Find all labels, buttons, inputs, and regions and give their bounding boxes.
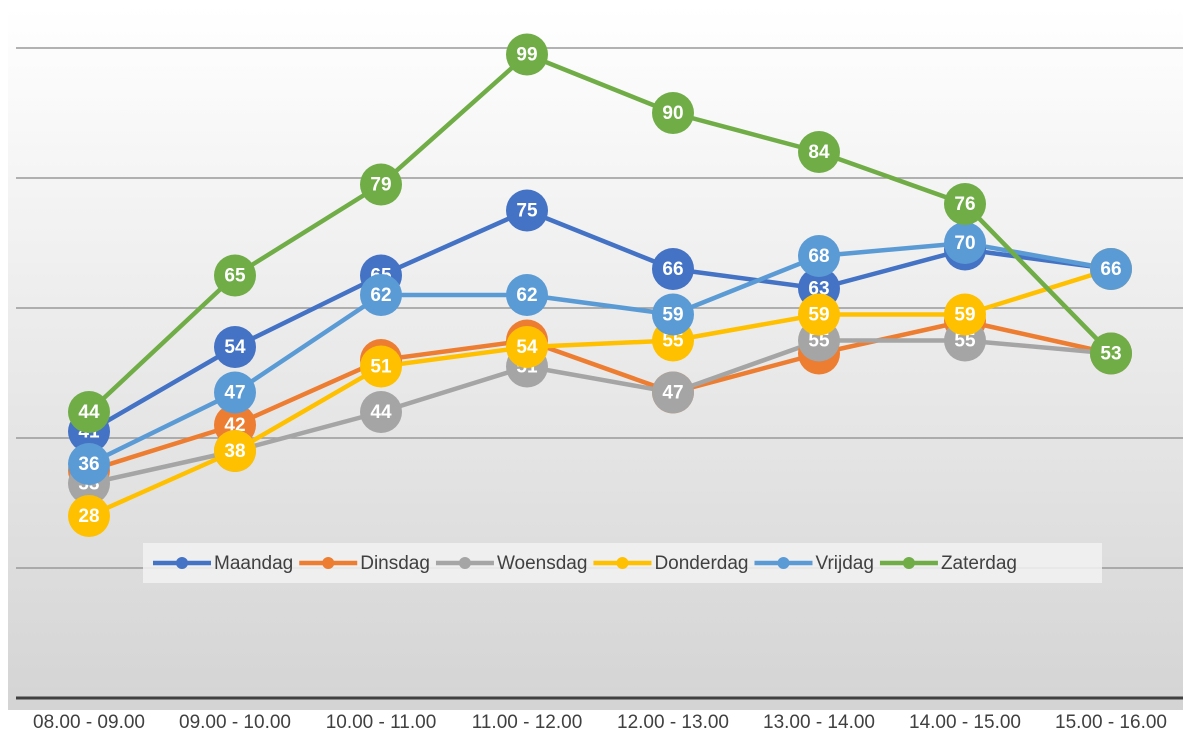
data-label: 38 — [224, 441, 245, 462]
legend-label: Zaterdag — [941, 553, 1017, 574]
data-point — [1090, 332, 1132, 375]
data-label: 66 — [1100, 259, 1121, 280]
series-line — [87, 208, 1112, 434]
legend-label: Vrijdag — [815, 553, 873, 574]
legend-marker — [616, 557, 629, 569]
plot-background — [8, 8, 1183, 710]
data-point — [68, 391, 110, 433]
legend-label: Woensdag — [497, 553, 588, 574]
data-point — [360, 274, 402, 316]
series-line — [88, 266, 1112, 519]
data-label: 55 — [808, 331, 830, 352]
legend-marker — [902, 557, 915, 569]
data-label: 51 — [370, 357, 392, 378]
x-tick-label: 15.00 - 16.00 — [1055, 712, 1167, 733]
x-tick-label: 14.00 - 15.00 — [909, 712, 1021, 733]
data-point — [214, 430, 256, 472]
x-tick-label: 11.00 - 12.00 — [472, 712, 583, 733]
legend-marker — [458, 557, 471, 569]
data-label: 75 — [516, 201, 538, 222]
data-point — [506, 33, 548, 76]
data-point — [652, 92, 694, 134]
x-tick-label: 09.00 - 10.00 — [179, 712, 291, 733]
legend-marker — [176, 557, 188, 569]
data-label: 68 — [808, 246, 829, 267]
data-label: 79 — [370, 175, 391, 196]
data-point — [214, 371, 256, 414]
legend: Maandag Dinsdag Woensdag Donderdag Vrijdag Za… — [143, 543, 1102, 583]
series-line — [87, 52, 1113, 414]
data-label: 62 — [370, 285, 391, 306]
x-tick-label: 12.00 - 13.00 — [617, 712, 729, 733]
data-label: 54 — [224, 337, 246, 358]
data-point — [798, 131, 840, 173]
data-point — [798, 235, 840, 277]
data-label: 47 — [662, 383, 683, 404]
data-label: 90 — [662, 103, 683, 124]
data-point — [652, 371, 694, 414]
data-label: 70 — [954, 233, 975, 254]
data-label: 65 — [224, 266, 246, 287]
data-label: 62 — [516, 285, 537, 306]
x-tick-label: 10.00 - 11.00 — [326, 712, 437, 733]
data-label: 44 — [78, 402, 100, 423]
data-point — [214, 326, 256, 368]
x-tick-label: 08.00 - 09.00 — [33, 712, 145, 733]
legend-marker — [322, 557, 335, 569]
data-label: 99 — [516, 45, 537, 66]
legend-label: Donderdag — [654, 553, 748, 574]
data-point — [652, 293, 694, 336]
x-tick-label: 13.00 - 14.00 — [763, 712, 875, 733]
data-point — [944, 293, 986, 336]
data-label: 59 — [954, 305, 975, 326]
data-label: 59 — [808, 305, 829, 326]
data-label: 44 — [370, 402, 392, 423]
series-line — [88, 240, 1112, 467]
data-point — [68, 495, 110, 537]
data-label: 53 — [1100, 344, 1121, 365]
data-point — [360, 163, 402, 206]
series-line — [88, 338, 1112, 486]
data-point — [944, 222, 986, 264]
data-label: 47 — [224, 383, 245, 404]
data-label: 76 — [954, 194, 975, 215]
data-point — [506, 326, 548, 368]
data-point — [652, 248, 694, 290]
data-point — [360, 391, 402, 433]
data-point — [798, 293, 840, 336]
data-label: 84 — [808, 142, 830, 163]
data-point — [944, 183, 986, 225]
data-point — [214, 254, 256, 297]
data-label: 54 — [516, 337, 538, 358]
data-point — [68, 443, 110, 485]
legend-label: Dinsdag — [360, 553, 430, 574]
legend-marker — [777, 557, 790, 569]
data-label: 28 — [78, 506, 99, 527]
data-label: 36 — [78, 454, 99, 475]
data-point — [1090, 248, 1132, 290]
legend-label: Maandag — [214, 553, 293, 574]
data-point — [360, 345, 402, 388]
data-label: 55 — [662, 331, 684, 352]
data-label: 66 — [662, 259, 683, 280]
data-label: 59 — [662, 305, 683, 326]
series-line — [88, 318, 1112, 473]
data-point — [506, 274, 548, 316]
data-point — [506, 189, 548, 232]
data-label: 55 — [954, 331, 976, 352]
